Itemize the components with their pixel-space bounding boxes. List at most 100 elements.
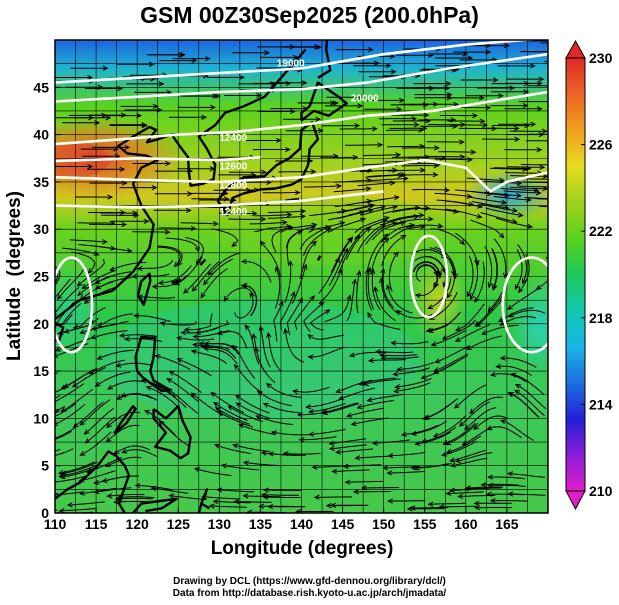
y-tick-label: 5 [41,458,49,474]
contour-line [55,156,261,163]
streamline-arrowhead [536,106,543,112]
streamline [114,445,150,455]
streamline [508,473,546,478]
colorbar-tick-label: 226 [589,137,613,153]
streamline [330,236,353,273]
streamline [239,424,276,435]
streamline [466,486,504,489]
streamline-arrowhead [331,468,338,474]
streamline [430,228,465,245]
streamline [155,355,191,370]
streamline [354,216,390,234]
streamline [359,169,397,173]
streamline-arrowhead [136,112,143,119]
streamline [427,155,465,158]
streamline-arrowhead [302,263,308,270]
streamline [308,221,345,233]
streamline-arrowhead [96,354,103,360]
streamline-arrowhead [396,366,403,372]
streamline-arrowhead [442,440,449,446]
streamline [511,373,544,395]
streamline-arrowhead [258,325,264,332]
streamline-arrowhead [527,223,534,229]
streamline [55,491,83,496]
streamline-arrowhead [539,164,546,170]
streamline [106,411,141,428]
streamline [481,483,519,486]
streamline-arrowhead [459,239,465,246]
streamline [80,487,117,495]
streamline-arrowhead [482,122,489,128]
contour-label: 18600 [162,32,190,43]
streamline [55,475,88,483]
coastline [134,335,172,393]
streamline [381,356,419,359]
streamline-arrowhead [458,421,465,427]
y-tick-label: 20 [33,316,49,332]
streamline-arrowhead [356,269,362,277]
streamline [359,377,396,385]
streamline-arrowhead [102,65,109,71]
streamline [439,505,477,508]
streamline [486,207,523,217]
streamline-arrowhead [474,296,480,303]
streamline [261,452,299,456]
streamline [199,343,236,351]
streamline-arrowhead [19,454,24,458]
streamline-arrowhead [514,389,521,395]
streamline-arrowhead [115,394,122,400]
streamline-arrowhead [535,284,542,290]
streamline [262,494,299,496]
streamline-arrowhead [455,457,462,464]
streamline [303,228,331,257]
streamline [79,399,111,426]
streamline-arrowhead [308,408,315,415]
streamline-arrowhead [59,474,66,480]
streamline-arrowhead [433,282,439,289]
streamline-arrowhead [394,383,401,390]
coastline [55,125,173,321]
streamline-arrowhead [94,284,102,290]
streamline [438,151,476,153]
streamline-arrowhead [36,441,41,445]
contour-label: 12400 [219,207,247,218]
streamline-arrowhead [338,395,345,401]
streamline [507,166,545,168]
streamline-arrowhead [214,407,221,413]
streamline [218,411,253,428]
streamline-arrowhead [332,153,339,159]
streamline [371,269,381,311]
streamline [213,402,248,421]
streamline [256,415,293,425]
streamline-arrowhead [203,279,209,286]
y-tick-label: 30 [33,221,49,237]
x-tick-label: 125 [167,516,191,532]
streamline-arrowhead [209,166,216,172]
streamline [299,226,331,250]
streamline-arrowhead [315,116,322,122]
contour-line [55,40,541,84]
streamline [215,444,252,455]
streamline-arrowhead [302,105,309,112]
streamline-arrowhead [93,489,100,495]
streamline [405,224,443,229]
streamline-arrowhead [251,210,258,217]
streamline-arrowhead [106,384,114,390]
streamline-arrowhead [352,154,359,160]
streamline-arrowhead [300,213,307,220]
streamline-arrowhead [145,385,152,391]
streamline [293,386,330,393]
streamline [446,435,482,454]
streamline-arrowhead [436,273,443,280]
streamline [339,235,360,272]
streamline-arrowhead [365,186,372,192]
streamline-arrowhead [107,194,114,200]
streamline [381,268,394,309]
streamline [473,415,508,430]
streamline-arrowhead [157,280,164,286]
streamline-arrowhead [173,261,180,268]
streamline-arrowhead [367,311,373,318]
streamline [370,177,408,182]
streamline [380,354,418,357]
streamline-arrowhead [260,450,267,456]
